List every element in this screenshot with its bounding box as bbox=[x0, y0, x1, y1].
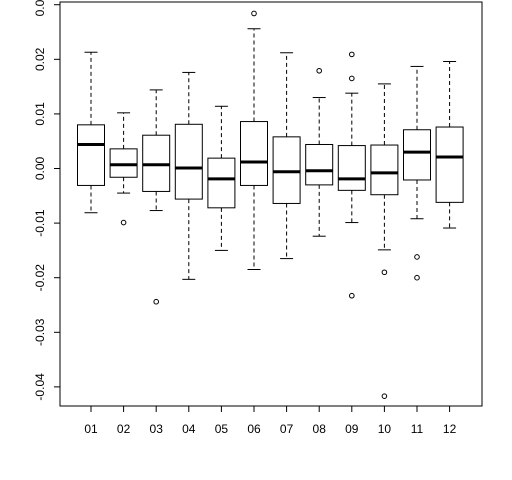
outlier-point bbox=[349, 75, 355, 82]
x-tick-label: 11 bbox=[411, 422, 424, 436]
box-04 bbox=[174, 71, 203, 280]
outlier-point bbox=[349, 292, 355, 299]
box-02 bbox=[109, 112, 138, 226]
box-01 bbox=[77, 51, 105, 214]
outlier-point bbox=[120, 219, 127, 226]
box-iqr bbox=[240, 121, 268, 186]
x-tick-label: 10 bbox=[378, 422, 392, 436]
box-08 bbox=[305, 67, 334, 237]
box-09 bbox=[337, 51, 366, 299]
box-06 bbox=[240, 10, 268, 271]
x-tick-label: 09 bbox=[345, 422, 359, 436]
box-11 bbox=[403, 65, 431, 281]
x-tick-label: 08 bbox=[313, 422, 327, 436]
x-tick-label: 05 bbox=[215, 422, 229, 436]
y-tick-label: -0.03 bbox=[33, 318, 47, 346]
outlier-point bbox=[414, 254, 420, 260]
x-tick-label: 02 bbox=[117, 422, 131, 436]
boxes-layer bbox=[77, 10, 464, 399]
outlier-point bbox=[251, 10, 257, 17]
x-tick-label: 04 bbox=[182, 422, 196, 436]
box-iqr bbox=[370, 144, 399, 196]
box-iqr bbox=[337, 145, 366, 191]
box-iqr bbox=[207, 157, 236, 209]
box-12 bbox=[435, 61, 464, 229]
box-iqr bbox=[305, 143, 334, 186]
box-05 bbox=[207, 105, 236, 251]
outlier-point bbox=[153, 298, 159, 305]
outlier-point bbox=[381, 393, 388, 399]
x-axis: 01 02 03 04 05 06 07 08 09 10 11 12 bbox=[84, 406, 457, 436]
x-tick-label: 06 bbox=[247, 422, 261, 436]
box-07 bbox=[272, 52, 301, 260]
x-tick-label: 12 bbox=[443, 422, 457, 436]
outlier-point bbox=[349, 51, 355, 58]
outlier-point bbox=[381, 269, 388, 276]
box-10 bbox=[370, 83, 399, 399]
box-iqr bbox=[77, 124, 105, 186]
box-iqr bbox=[272, 136, 301, 204]
y-tick-label: 0.01 bbox=[33, 102, 47, 126]
x-tick-label: 07 bbox=[280, 422, 294, 436]
box-iqr bbox=[435, 126, 464, 203]
y-tick-label: -0.04 bbox=[33, 373, 47, 401]
y-axis: -0.04 -0.03 -0.02 -0.01 0.00 0.01 0.02 0.03 bbox=[33, 0, 60, 401]
box-iqr bbox=[109, 148, 138, 178]
box-iqr bbox=[174, 123, 203, 200]
box-03 bbox=[142, 89, 171, 305]
outlier-point bbox=[414, 274, 420, 281]
box-iqr bbox=[403, 129, 431, 181]
x-tick-label: 03 bbox=[150, 422, 164, 436]
y-tick-label: 0.00 bbox=[33, 157, 47, 181]
y-tick-label: 0.03 bbox=[33, 0, 47, 16]
plot-frame bbox=[59, 1, 483, 407]
outlier-point bbox=[316, 67, 323, 74]
x-tick-label: 01 bbox=[84, 422, 98, 436]
y-tick-label: 0.02 bbox=[33, 47, 47, 71]
y-tick-label: -0.01 bbox=[33, 209, 47, 237]
y-tick-label: -0.02 bbox=[33, 264, 47, 292]
